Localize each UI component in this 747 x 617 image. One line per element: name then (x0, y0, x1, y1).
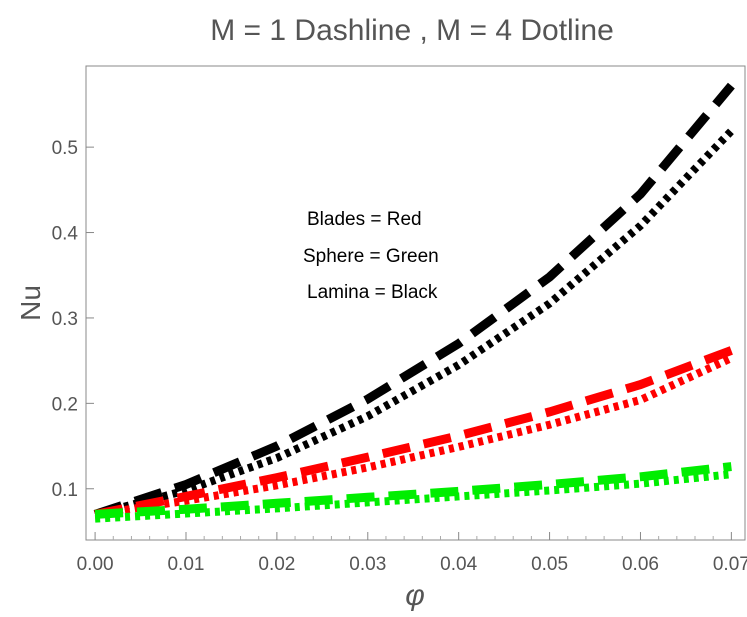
legend: Blades = Red Sphere = Green Lamina = Bla… (303, 209, 439, 303)
plot-frame (85, 65, 746, 541)
legend-entry-lamina: Lamina = Black (307, 282, 438, 303)
series-line-red-dot (94, 354, 734, 519)
x-axis-label: φ (405, 579, 425, 612)
x-tick-label: 0.01 (167, 554, 204, 575)
x-tick-label: 0.05 (531, 554, 568, 575)
series-layer (93, 82, 735, 523)
series-line-green-dot (94, 470, 732, 523)
legend-entry-sphere: Sphere = Green (303, 246, 439, 267)
legend-entry-blades: Blades = Red (307, 209, 422, 230)
y-tick-label: 0.1 (52, 480, 78, 501)
series-line-black-dot (94, 128, 735, 519)
x-tick-label: 0.04 (440, 554, 477, 575)
series-line-red-dash (94, 346, 733, 519)
x-tick-label: 0.06 (622, 554, 659, 575)
y-tick-label: 0.2 (52, 394, 78, 415)
x-tick-label: 0.07 (713, 554, 747, 575)
ticks-layer: 0.00 0.01 0.02 0.03 0.04 0.05 0.06 0.07 0.1 0.2 0.… (52, 138, 747, 575)
chart-title: M = 1 Dashline , M = 4 Dotline (210, 14, 614, 47)
series-line-black-dash (93, 82, 735, 519)
x-tick-label: 0.03 (349, 554, 386, 575)
y-tick-label: 0.5 (52, 138, 78, 159)
y-axis-label: Nu (15, 285, 46, 321)
x-tick-label: 0.00 (77, 554, 114, 575)
x-tick-label: 0.02 (258, 554, 295, 575)
y-tick-label: 0.3 (52, 309, 78, 330)
y-tick-label: 0.4 (52, 224, 79, 245)
series-line-green-dash (94, 462, 732, 519)
